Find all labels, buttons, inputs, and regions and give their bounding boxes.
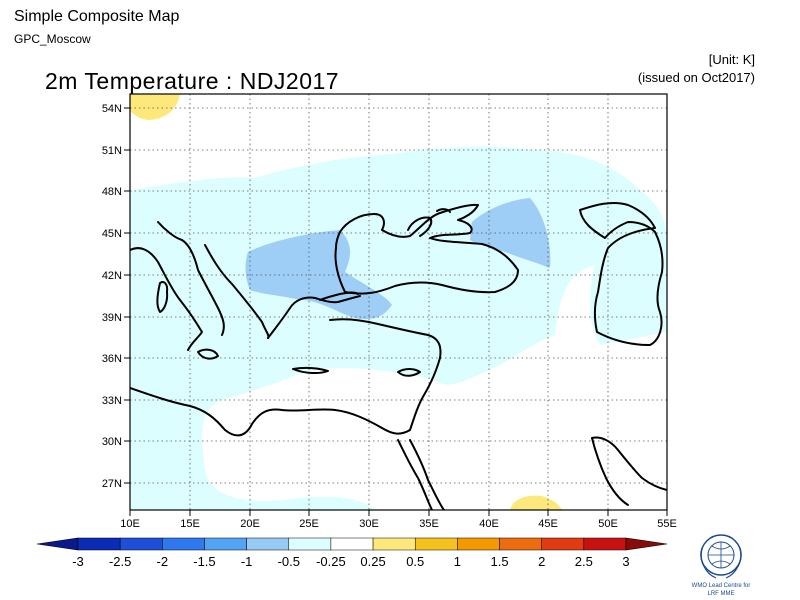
app-subtitle: GPC_Moscow [14,32,91,46]
map-frame [129,93,668,511]
colorbar-label: 0.5 [406,554,424,569]
anomaly-region-light-cyan [600,227,667,300]
lon-tick-label: 55E [657,518,677,530]
lat-tick-label: 36N [102,353,122,365]
logo-line-2: LRF MME [708,591,735,597]
anomaly-region-light-blue [470,198,551,268]
colorbar-over-arrow [625,537,668,551]
colorbar-box [457,537,500,551]
colorbar-under-arrow [36,537,79,551]
longitude-axis [129,510,668,516]
latitude-axis [124,107,130,484]
lon-tick-label: 15E [180,518,200,530]
coastlines [130,201,667,510]
logo-line-1: WMO Lead Centre for [692,583,751,589]
lon-tick-label: 30E [359,518,379,530]
colorbar-box [372,537,416,551]
lat-tick-label: 45N [102,228,122,240]
lon-tick-label: 35E [419,518,439,530]
anomaly-region-pale-yellow [130,94,180,120]
lat-tick-label: 48N [102,186,122,198]
colorbar-label: 1 [454,554,461,569]
colorbar-box [330,537,374,551]
lon-tick-label: 40E [479,518,499,530]
lon-tick-label: 45E [538,518,558,530]
lat-tick-label: 39N [102,312,122,324]
colorbar-box [499,537,542,551]
colorbar-box [77,537,121,551]
colorbar-box [204,537,247,551]
lon-tick-label: 10E [120,518,140,530]
lat-tick-label: 33N [102,395,122,407]
colorbar-label: -1.5 [193,554,215,569]
colorbar: -3 -2.5 -2 -1.5 -1 -0.5 -0.25 0.25 0.5 1 1.5 2 2.5 3 [36,537,668,569]
anomaly-region-pale-yellow [510,495,562,510]
colorbar-label: 0.25 [360,554,385,569]
colorbar-box [162,537,205,551]
issued-label: (issued on Oct2017) [637,70,755,85]
wmo-logo: WMO Lead Centre for LRF MME [692,534,751,597]
lon-tick-label: 20E [240,518,260,530]
app-title: Simple Composite Map [14,8,180,25]
colorbar-label: 2.5 [575,554,593,569]
colorbar-label: -2.5 [109,554,131,569]
colorbar-box [414,537,458,551]
unit-label: [Unit: K] [708,52,755,67]
colorbar-box [583,537,627,551]
map-title: 2m Temperature : NDJ2017 [45,68,340,94]
colorbar-label: 2 [538,554,545,569]
colorbar-box [541,537,585,551]
colorbar-label: 3 [622,554,629,569]
anomaly-region-light-cyan [395,195,418,210]
lat-tick-label: 42N [102,270,122,282]
lat-tick-label: 30N [102,436,122,448]
colorbar-label: -2 [157,554,169,569]
lon-tick-label: 25E [299,518,319,530]
colorbar-label: -0.25 [316,554,346,569]
colorbar-label: -1 [241,554,253,569]
lat-tick-label: 54N [102,103,122,115]
colorbar-box [119,537,163,551]
colorbar-label: -3 [72,554,84,569]
lat-tick-label: 27N [102,478,122,490]
lat-tick-label: 51N [102,145,122,157]
colorbar-label: -0.5 [278,554,300,569]
colorbar-box [288,537,332,551]
colorbar-boxes [77,537,627,551]
colorbar-box [246,537,290,551]
colorbar-label: 1.5 [491,554,509,569]
lon-tick-label: 50E [598,518,618,530]
map-plot [130,94,667,510]
